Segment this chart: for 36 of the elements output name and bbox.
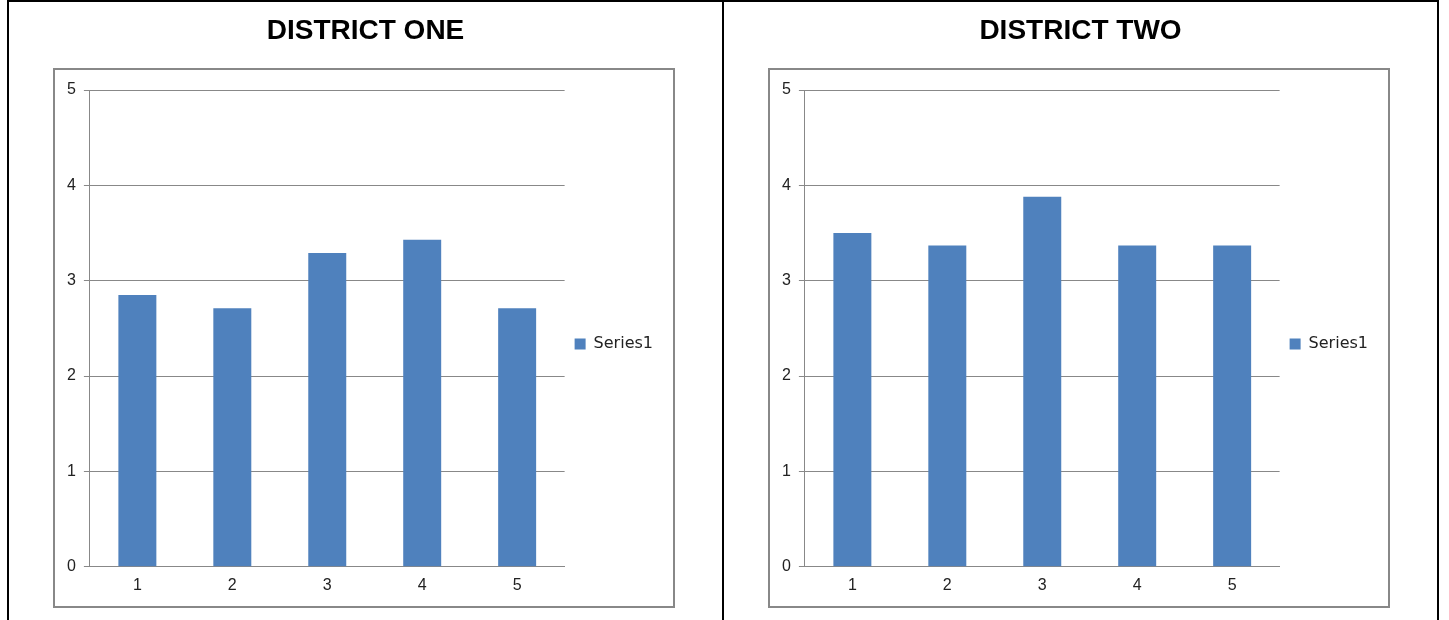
y-tick-label: 5 (781, 80, 791, 98)
bar (213, 308, 252, 567)
bar (1118, 245, 1157, 567)
x-tick-label: 3 (1037, 575, 1047, 593)
y-tick-label: 2 (66, 366, 76, 384)
y-tick-label: 1 (781, 461, 791, 479)
bar (928, 245, 967, 567)
x-tick-label: 5 (1227, 575, 1237, 593)
chart-title: DISTRICT ONE (265, 14, 466, 46)
y-tick-label: 3 (781, 271, 791, 289)
bar (833, 233, 872, 567)
legend-label: Series1 (593, 333, 654, 353)
bar (1213, 245, 1252, 567)
bar (118, 295, 157, 567)
x-tick-label: 2 (227, 575, 237, 593)
y-tick-label: 5 (66, 80, 76, 98)
bar (403, 239, 442, 567)
x-tick-label: 3 (322, 575, 332, 593)
chart-title: DISTRICT TWO (978, 14, 1183, 46)
bar (308, 253, 347, 567)
y-tick-label: 4 (781, 175, 791, 193)
x-tick-label: 5 (512, 575, 522, 593)
x-tick-label: 2 (942, 575, 952, 593)
x-tick-label: 4 (417, 575, 427, 593)
bar (498, 308, 537, 567)
x-tick-label: 1 (847, 575, 857, 593)
y-tick-label: 1 (66, 461, 76, 479)
legend-label: Series1 (1308, 333, 1369, 353)
y-tick-label: 0 (781, 557, 791, 575)
x-tick-label: 1 (132, 575, 142, 593)
bar (1023, 196, 1062, 567)
y-tick-label: 0 (66, 557, 76, 575)
y-tick-label: 4 (66, 175, 76, 193)
y-tick-label: 3 (66, 271, 76, 289)
x-tick-label: 4 (1132, 575, 1142, 593)
y-tick-label: 2 (781, 366, 791, 384)
